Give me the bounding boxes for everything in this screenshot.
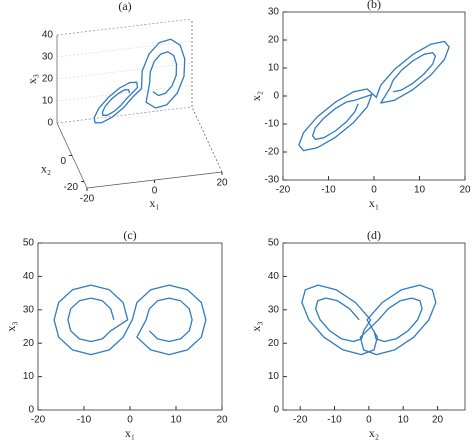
y-axis-label: x₃ xyxy=(4,321,18,331)
z-grid xyxy=(56,62,193,80)
y-tick-label: -20 xyxy=(64,182,79,193)
z-grid xyxy=(56,18,193,36)
x-tick-label: 0 xyxy=(371,185,377,196)
z-tick-label: 20 xyxy=(42,74,54,85)
y-tick-label: -20 xyxy=(265,147,280,158)
panel-title: (a) xyxy=(118,0,131,13)
y-tick-label: 0 xyxy=(273,405,279,416)
x-tick-label: -10 xyxy=(321,185,336,196)
panel-title: (b) xyxy=(367,0,381,11)
y-tick-label: 40 xyxy=(268,271,280,282)
x-axis-label: x₁ xyxy=(149,196,159,210)
trajectory xyxy=(301,284,437,356)
x-axis-label: x₁ xyxy=(369,196,379,210)
y-axis-label: x₂ xyxy=(249,91,263,101)
x-tick-label: 20 xyxy=(459,185,471,196)
y-tick-label: 0 xyxy=(273,91,279,102)
trajectory xyxy=(53,284,207,356)
y-tick-label: 50 xyxy=(268,238,280,249)
y-axis-label: x₃ xyxy=(249,321,263,331)
x-axis-label: x₁ xyxy=(125,426,135,440)
y-tick-label: 30 xyxy=(268,7,280,18)
box-edge xyxy=(191,106,223,173)
z-tick-label: 30 xyxy=(42,52,54,63)
y-tick-label: 20 xyxy=(268,338,280,349)
x-tick-label: 10 xyxy=(170,415,182,426)
y-tick-label: 20 xyxy=(23,338,35,349)
x-tick-label: -20 xyxy=(276,185,291,196)
y-tick-label: 30 xyxy=(268,304,280,315)
trajectory xyxy=(93,38,186,124)
x-tick-label: 0 xyxy=(127,415,133,426)
y-tick-label: -10 xyxy=(265,119,280,130)
y-tick-label: 20 xyxy=(268,35,280,46)
panel-title: (d) xyxy=(367,228,381,242)
x-tick-label: 0 xyxy=(152,186,158,197)
z-tick-label: 0 xyxy=(47,118,53,129)
x-axis-label: x₂ xyxy=(369,426,379,440)
z-grid xyxy=(56,40,193,58)
x-tick-label: 10 xyxy=(398,415,410,426)
y-axis-label: x₂ xyxy=(41,161,51,175)
y-tick-label: 50 xyxy=(23,238,35,249)
x-tick-label: 20 xyxy=(432,415,444,426)
z-axis-label: x₃ xyxy=(25,74,39,84)
y-tick-label: 10 xyxy=(268,371,280,382)
y-tick-label: 10 xyxy=(268,63,280,74)
x-tick-label: -20 xyxy=(31,415,46,426)
y-tick-label: 30 xyxy=(23,304,35,315)
x-tick-label: -20 xyxy=(80,194,95,205)
panel-title: (c) xyxy=(123,228,136,242)
z-grid xyxy=(56,106,193,124)
x-tick-label: 0 xyxy=(366,415,372,426)
x-tick-label: 20 xyxy=(216,415,228,426)
y-tick-label: -30 xyxy=(265,175,280,186)
trajectory xyxy=(298,40,450,152)
x-tick-label: -10 xyxy=(327,415,342,426)
y-tick-label: 0 xyxy=(28,405,34,416)
x-tick-label: 20 xyxy=(216,178,228,189)
y-tick-label: 0 xyxy=(60,156,66,167)
z-tick-label: 10 xyxy=(42,96,54,107)
z-tick-label: 40 xyxy=(42,30,54,41)
x-tick-label: -20 xyxy=(293,415,308,426)
plot-frame xyxy=(282,242,466,411)
x-tick-label: 10 xyxy=(414,185,426,196)
y-tick-label: 40 xyxy=(23,271,35,282)
x-tick-label: -10 xyxy=(77,415,92,426)
y-tick-label: 10 xyxy=(23,371,35,382)
z-grid xyxy=(56,84,193,102)
plot-frame xyxy=(37,242,223,411)
